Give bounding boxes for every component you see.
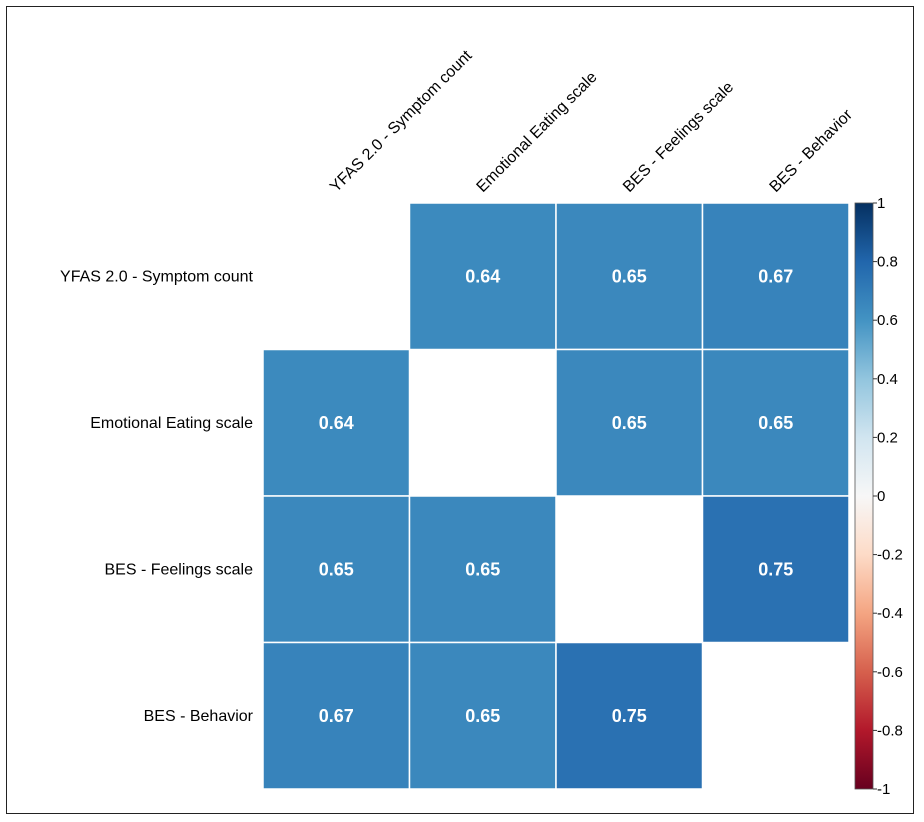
colorbar-tick-label: -1 [877,781,890,798]
column-label-1: Emotional Eating scale [474,69,601,196]
colorbar-tick-label: 0 [877,488,885,505]
colorbar-tick-label: 1 [877,195,885,212]
cell-0-1 [408,202,557,351]
cell-2-0 [262,495,411,644]
cell-value-1-0: 0.64 [319,413,354,433]
cell-1-0 [262,348,411,497]
colorbar-tick-label: -0.8 [877,722,903,739]
colorbar-tick-label: 0.6 [877,312,898,329]
cell-0-2 [555,202,704,351]
cell-value-3-1: 0.65 [465,706,500,726]
column-label-3: BES - Behavior [767,106,857,196]
row-label-0: YFAS 2.0 - Symptom count [60,268,254,285]
colorbar-tick-label: 0.8 [877,254,898,271]
row-label-1: Emotional Eating scale [90,415,253,432]
colorbar-tick-label: -0.4 [877,605,903,622]
colorbar-tick-label: 0.2 [877,429,898,446]
colorbar: 1 0.8 0.6 0.4 0.2 0 -0.2 -0.4 -0.6 -0.8 -1 [854,195,903,798]
cell-value-3-0: 0.67 [319,706,354,726]
column-label-2: BES - Feelings scale [620,79,737,196]
cell-value-2-1: 0.65 [465,559,500,579]
cell-value-3-2: 0.75 [612,706,647,726]
row-label-2: BES - Feelings scale [104,561,253,578]
cell-value-0-1: 0.64 [465,266,500,286]
colorbar-tick-label: 0.4 [877,371,898,388]
column-label-0: YFAS 2.0 - Symptom count [327,47,476,196]
cell-value-1-3: 0.65 [758,413,793,433]
colorbar-tick-label: -0.6 [877,664,903,681]
cell-2-3 [701,495,850,644]
row-labels: YFAS 2.0 - Symptom count Emotional Eating… [60,268,254,725]
cell-value-2-0: 0.65 [319,559,354,579]
cell-value-0-3: 0.67 [758,266,793,286]
cell-3-1 [408,641,557,790]
cell-1-2 [555,348,704,497]
colorbar-tick-label: -0.2 [877,547,903,564]
colorbar-gradient [854,202,874,790]
cell-0-3 [701,202,850,351]
row-label-3: BES - Behavior [144,708,254,725]
cell-value-1-2: 0.65 [612,413,647,433]
cell-value-0-2: 0.65 [612,266,647,286]
cell-value-2-3: 0.75 [758,559,793,579]
heatmap-cells: 0.64 0.65 0.67 0.64 0.65 0.65 0.65 0.65 0.75 0.67… [262,202,850,790]
cell-3-2 [555,641,704,790]
